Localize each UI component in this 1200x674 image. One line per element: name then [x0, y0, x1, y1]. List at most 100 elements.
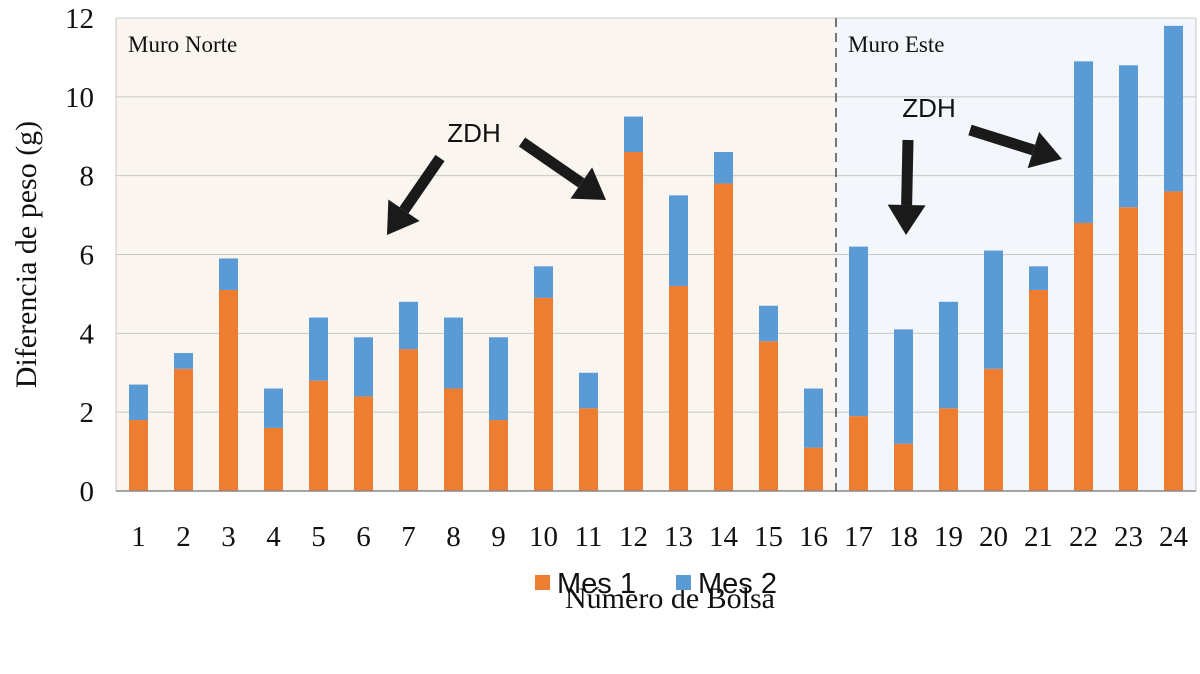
annotation-arrow-1b-shaft: [518, 137, 585, 188]
x-tick-label-6: 6: [356, 521, 371, 553]
bar-mes-2-21: [1029, 266, 1048, 290]
bar-mes-2-1: [129, 384, 148, 421]
x-tick-label-11: 11: [575, 521, 603, 553]
bar-mes-1-2: [174, 368, 193, 491]
bar-mes-2-24: [1164, 25, 1183, 192]
annotation-arrow-2a-head: [887, 204, 926, 235]
annotations: ZDH ZDH: [387, 93, 1062, 235]
bar-mes-2-4: [264, 388, 283, 428]
bar-mes-1-12: [624, 152, 643, 491]
x-tick-label-12: 12: [619, 521, 648, 553]
annotation-label-2: ZDH: [902, 93, 955, 123]
bar-mes-1-1: [129, 420, 148, 491]
bar-mes-2-14: [714, 152, 733, 184]
x-tick-label-21: 21: [1024, 521, 1053, 553]
bar-mes-1-16: [804, 447, 823, 491]
annotation-label-1: ZDH: [447, 118, 500, 148]
bar-mes-1-7: [399, 349, 418, 491]
legend-label-1: Mes 1: [557, 568, 636, 600]
bar-mes-1-6: [354, 396, 373, 491]
legend-swatch-1: [535, 575, 550, 590]
bar-mes-1-21: [1029, 289, 1048, 491]
annotation-arrow-1a-shaft: [399, 154, 445, 214]
legend: Mes 1 Mes 2: [535, 568, 777, 600]
x-tick-label-13: 13: [664, 521, 693, 553]
x-tick-label-8: 8: [446, 521, 461, 553]
bar-mes-2-9: [489, 337, 508, 421]
annotation-arrow-1a: [387, 154, 445, 235]
bars: [129, 25, 1183, 492]
y-axis-title: Diferencia de peso (g): [10, 121, 43, 388]
y-tick-label-2: 2: [80, 397, 95, 429]
bar-mes-2-5: [309, 317, 328, 381]
bar-mes-1-18: [894, 443, 913, 491]
annotation-arrow-1b-head: [570, 167, 606, 200]
bar-mes-1-14: [714, 183, 733, 492]
x-tick-label-20: 20: [979, 521, 1008, 553]
x-tick-label-3: 3: [221, 521, 236, 553]
x-tick-label-14: 14: [709, 521, 739, 553]
y-tick-label-10: 10: [65, 82, 94, 114]
x-tick-label-23: 23: [1114, 521, 1143, 553]
y-tick-label-6: 6: [80, 240, 95, 272]
x-tick-label-24: 24: [1159, 521, 1189, 553]
bar-mes-1-4: [264, 427, 283, 491]
x-tick-label-10: 10: [529, 521, 558, 553]
bar-mes-1-19: [939, 408, 958, 491]
annotation-arrow-2a: [887, 139, 926, 235]
bar-mes-1-9: [489, 420, 508, 491]
bar-mes-1-11: [579, 408, 598, 491]
x-tick-label-17: 17: [844, 521, 873, 553]
region-label-1: Muro Norte: [128, 32, 237, 57]
bar-mes-2-6: [354, 337, 373, 397]
y-tick-label-0: 0: [80, 476, 95, 508]
x-tick-label-2: 2: [176, 521, 191, 553]
x-tick-label-16: 16: [799, 521, 828, 553]
bar-mes-1-5: [309, 380, 328, 491]
legend-item-1: Mes 1: [535, 568, 636, 600]
x-tick-label-1: 1: [131, 521, 146, 553]
x-tick-label-19: 19: [934, 521, 963, 553]
annotation-arrow-2b-head: [1027, 131, 1062, 169]
y-tick-label-8: 8: [80, 161, 95, 193]
annotation-arrow-1b: [518, 137, 606, 200]
bar-mes-1-3: [219, 289, 238, 491]
bar-mes-2-19: [939, 301, 958, 409]
bar-mes-1-13: [669, 286, 688, 491]
bar-mes-2-20: [984, 250, 1003, 369]
annotation-arrow-1a-head: [387, 199, 420, 235]
bar-mes-2-11: [579, 372, 598, 409]
bar-mes-2-22: [1074, 61, 1093, 223]
y-tick-label-12: 12: [65, 3, 94, 35]
bar-mes-2-7: [399, 301, 418, 350]
legend-label-2: Mes 2: [698, 568, 777, 600]
bar-mes-1-24: [1164, 191, 1183, 491]
y-tick-label-4: 4: [80, 318, 95, 350]
annotation-arrow-2b: [968, 124, 1062, 169]
bar-mes-2-12: [624, 116, 643, 153]
x-tick-label-4: 4: [266, 521, 281, 553]
annotation-arrow-2b-shaft: [968, 124, 1036, 156]
x-tick-label-5: 5: [311, 521, 326, 553]
bar-mes-1-10: [534, 297, 553, 491]
annotation-arrow-2a-shaft: [901, 139, 914, 206]
bar-mes-2-16: [804, 388, 823, 448]
bar-mes-2-2: [174, 353, 193, 369]
bar-mes-2-18: [894, 329, 913, 444]
x-tick-label-18: 18: [889, 521, 918, 553]
bar-mes-2-17: [849, 246, 868, 417]
bar-mes-2-10: [534, 266, 553, 298]
x-tick-label-15: 15: [754, 521, 783, 553]
bar-mes-2-8: [444, 317, 463, 389]
bar-mes-1-22: [1074, 222, 1093, 491]
bar-mes-1-8: [444, 388, 463, 491]
x-tick-label-22: 22: [1069, 521, 1098, 553]
legend-swatch-2: [676, 575, 691, 590]
bar-mes-1-20: [984, 368, 1003, 491]
bar-mes-2-3: [219, 258, 238, 290]
bar-mes-2-13: [669, 195, 688, 287]
bar-mes-1-17: [849, 416, 868, 491]
region-label-2: Muro Este: [848, 32, 944, 57]
